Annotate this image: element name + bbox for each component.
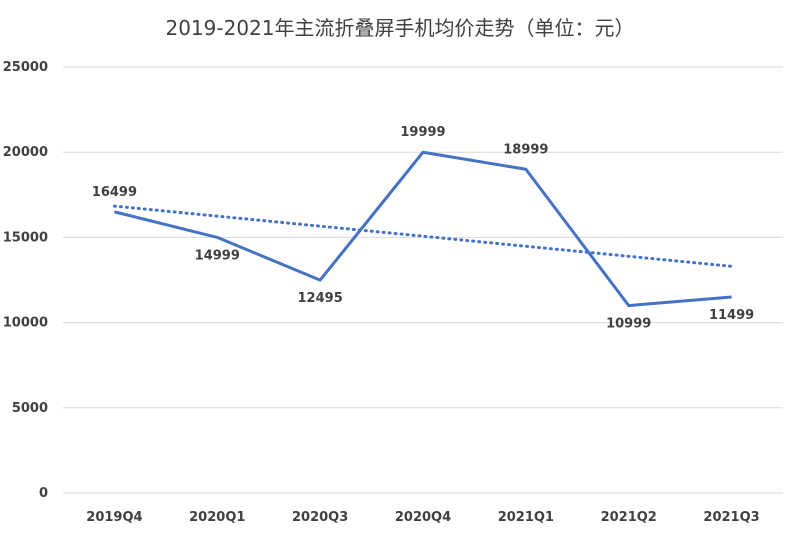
chart-title: 2019-2021年主流折叠屏手机均价走势（单位：元） <box>165 16 634 40</box>
data-label: 18999 <box>503 142 548 157</box>
x-tick-label: 2021Q1 <box>498 510 554 525</box>
data-label: 11499 <box>709 308 754 323</box>
trendline <box>112 204 734 268</box>
x-axis-ticks: 2019Q4 2020Q1 2020Q3 2020Q4 2021Q1 2021Q2 2021… <box>86 510 759 525</box>
data-label: 19999 <box>400 125 445 140</box>
data-label: 12495 <box>298 291 343 306</box>
series-line <box>114 150 732 308</box>
x-tick-label: 2021Q2 <box>601 510 657 525</box>
y-tick-label: 25000 <box>3 60 48 75</box>
data-label: 16499 <box>92 185 137 200</box>
y-tick-label: 10000 <box>3 316 48 331</box>
x-tick-label: 2020Q4 <box>395 510 451 525</box>
y-tick-label: 0 <box>39 486 48 501</box>
data-labels: 16499 14999 12495 19999 18999 10999 11499 <box>92 125 754 331</box>
x-tick-label: 2020Q3 <box>292 510 348 525</box>
y-tick-label: 15000 <box>3 230 48 245</box>
y-axis-ticks: 0 5000 10000 15000 20000 25000 <box>3 60 48 501</box>
x-tick-label: 2019Q4 <box>86 510 142 525</box>
data-label: 14999 <box>195 248 240 263</box>
y-tick-label: 20000 <box>3 145 48 160</box>
y-tick-label: 5000 <box>12 401 48 416</box>
x-tick-label: 2021Q3 <box>703 510 759 525</box>
data-label: 10999 <box>606 317 651 332</box>
x-tick-label: 2020Q1 <box>189 510 245 525</box>
